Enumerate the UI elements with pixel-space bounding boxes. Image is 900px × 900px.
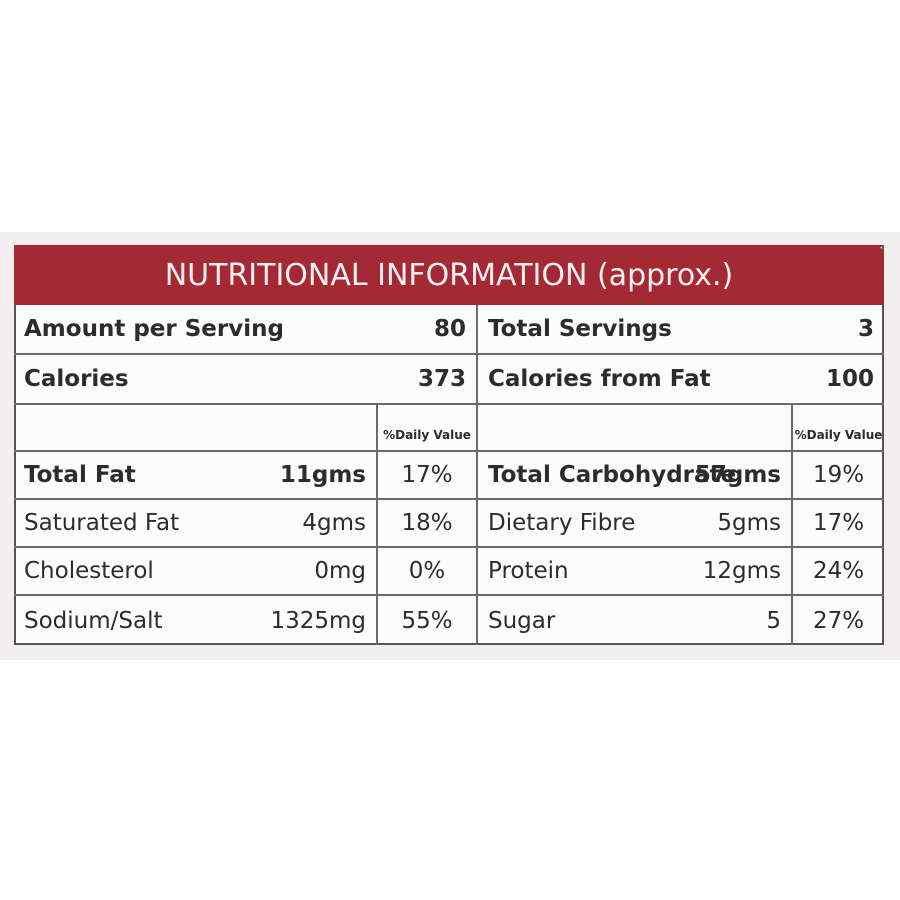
nutrient-amount: 12gms xyxy=(478,548,793,596)
summary-value: 100 xyxy=(478,355,884,405)
daily-value-header: %Daily Value xyxy=(378,405,478,452)
blank-cell xyxy=(478,405,793,452)
nutrition-label xyxy=(14,245,884,645)
daily-value: 17% xyxy=(378,452,478,500)
daily-value-header: %Daily Value xyxy=(793,405,884,452)
summary-value: 373 xyxy=(14,355,478,405)
nutrient-name: Sugar xyxy=(488,607,556,634)
daily-value: 19% xyxy=(793,452,884,500)
nutrient-amount: 1325mg xyxy=(14,596,378,645)
daily-value: 18% xyxy=(378,500,478,548)
nutrient-amount: 5 xyxy=(478,596,793,645)
daily-value: 0% xyxy=(378,548,478,596)
nutrient-amount: 4gms xyxy=(14,500,378,548)
nutrient-name: Total Carbohydrate xyxy=(478,452,793,500)
blank-cell xyxy=(14,405,378,452)
nutrient-name: Sodium/Salt xyxy=(24,607,163,634)
summary-value: 80 xyxy=(14,305,478,355)
nutrient-amount: 57gms xyxy=(478,452,793,500)
daily-value: 17% xyxy=(793,500,884,548)
nutrient-amount: 5gms xyxy=(478,500,793,548)
summary-value: 3 xyxy=(478,305,884,355)
daily-value: 24% xyxy=(793,548,884,596)
daily-value: 55% xyxy=(378,596,478,645)
nutrient-amount: 11gms xyxy=(14,452,378,500)
title: NUTRITIONAL INFORMATION (approx.) xyxy=(164,258,734,293)
title-band xyxy=(14,245,884,305)
nutrient-amount: 0mg xyxy=(14,548,378,596)
daily-value: 27% xyxy=(812,607,865,634)
